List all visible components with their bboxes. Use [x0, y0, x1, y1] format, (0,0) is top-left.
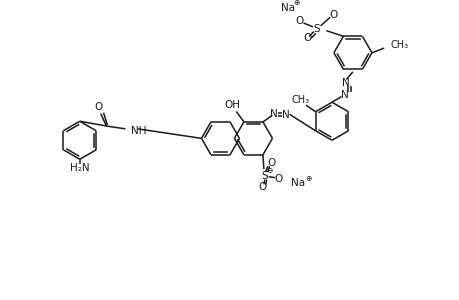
Text: S: S	[261, 171, 268, 181]
Text: H₂N: H₂N	[70, 163, 90, 173]
Text: O: O	[329, 11, 337, 20]
Text: Na: Na	[291, 178, 304, 188]
Text: N: N	[270, 109, 278, 119]
Text: OH: OH	[224, 100, 240, 110]
Text: O: O	[95, 102, 103, 112]
Text: N: N	[281, 110, 289, 120]
Text: O: O	[267, 158, 275, 168]
Text: O: O	[295, 16, 303, 26]
Text: ⊖: ⊖	[266, 166, 272, 175]
Text: ⊕: ⊕	[293, 0, 299, 7]
Text: N: N	[341, 90, 348, 100]
Text: S: S	[313, 24, 319, 34]
Text: O: O	[274, 174, 282, 184]
Text: CH₃: CH₃	[389, 40, 407, 50]
Text: O: O	[258, 182, 267, 192]
Text: NH: NH	[131, 126, 146, 136]
Text: N: N	[341, 78, 349, 88]
Text: Na: Na	[280, 3, 295, 13]
Text: ⊕: ⊕	[305, 174, 311, 183]
Text: CH₃: CH₃	[291, 95, 309, 105]
Text: O: O	[302, 33, 311, 43]
